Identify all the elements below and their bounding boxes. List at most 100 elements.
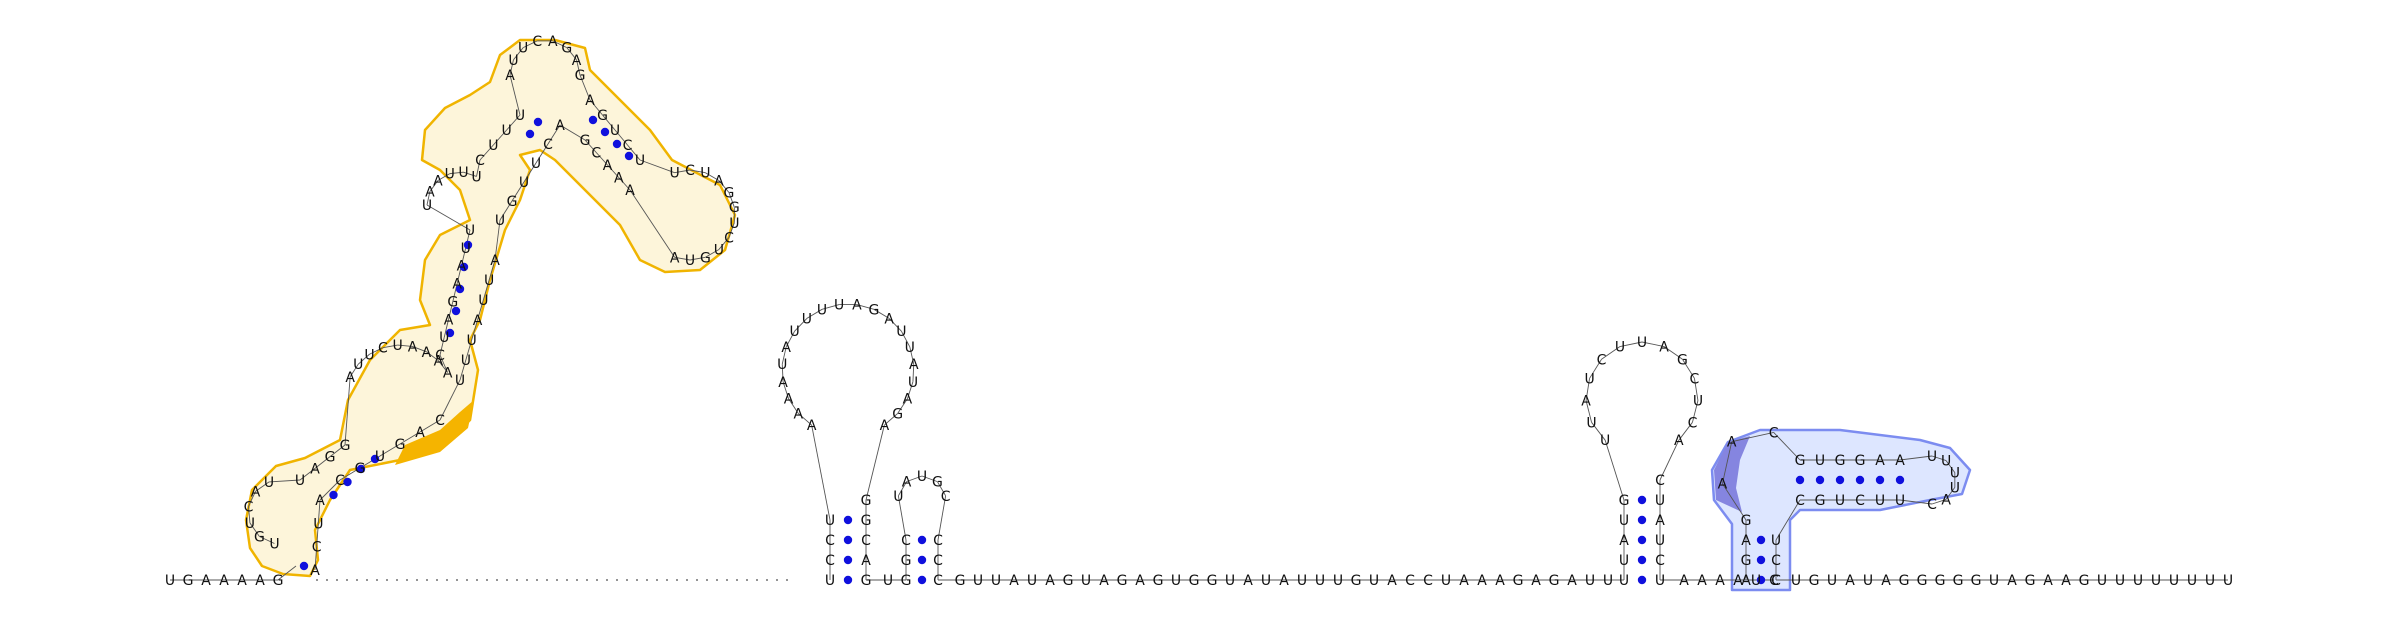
backbone-link: [479, 144, 494, 161]
nucleotide-left-structure: C: [623, 138, 633, 154]
nucleotide-left-structure: U: [729, 216, 739, 232]
nucleotide-baseline: G: [1953, 573, 1964, 589]
backbone-link: [794, 318, 808, 332]
nucleotide-hairpin1-loop: U: [905, 340, 915, 356]
backbone-link: [399, 431, 421, 445]
nucleotide-arm-loop: U: [1941, 454, 1951, 470]
backbone-link: [449, 171, 464, 175]
nucleotide-hairpin3-loop: C: [1597, 352, 1607, 368]
nucleotide-left-structure: A: [315, 493, 325, 509]
nucleotide-left-structure: A: [555, 118, 565, 134]
nucleotide-baseline: A: [1845, 573, 1855, 589]
nucleotide-baseline: A: [1567, 573, 1577, 589]
backbone-link: [576, 59, 581, 76]
nucleotide-prefix: G: [273, 573, 284, 589]
backbone-link: [1591, 422, 1606, 441]
backbone-link: [584, 139, 597, 153]
nucleotide-hairpin1-loop: A: [852, 298, 862, 314]
backbone-link: [509, 59, 514, 76]
nucleotide-arm: C: [1855, 493, 1865, 509]
backbone-link: [249, 522, 260, 537]
backbone-link: [1604, 440, 1625, 501]
backbone-link: [1693, 378, 1699, 401]
nucleotide-left-structure: G: [340, 438, 351, 454]
nucleotide-left-structure: U: [269, 537, 279, 553]
nucleotide-arm-loop: C: [1927, 497, 1937, 513]
nucleotide-left-structure: G: [597, 108, 608, 124]
nucleotide-hairpin2-stem: G: [901, 573, 912, 589]
base-pair-dot: [843, 575, 853, 585]
base-pair-dot: [445, 328, 455, 338]
dotted-gap: ........................: [530, 591, 576, 598]
backbone-link: [477, 299, 484, 321]
nucleotide-left-structure: A: [452, 277, 462, 293]
nucleotide-hairpin1-loop: U: [789, 324, 799, 340]
nucleotide-left-structure: C: [244, 499, 254, 515]
highlight-layer: [244, 38, 1972, 592]
nucleotide-junction-loop: A: [1727, 435, 1737, 451]
backbone-link: [349, 363, 359, 377]
backbone-link: [547, 124, 561, 145]
backbone-link: [419, 419, 441, 433]
nucleotide-hairpin1-loop: A: [884, 311, 894, 327]
base-pair-dot: [1637, 515, 1647, 525]
backbone-link: [1722, 483, 1747, 521]
base-pair-dot: [1855, 475, 1865, 485]
backbone-link: [1663, 346, 1683, 360]
backbone-link: [509, 74, 521, 116]
nucleotide-hairpin1-stem: A: [861, 553, 871, 569]
backbone-link: [1773, 432, 1801, 461]
nucleotide-hairpin3-loop: A: [1674, 433, 1684, 449]
backbone-link: [316, 523, 319, 547]
nucleotide-left-structure: A: [433, 173, 443, 189]
nucleotide-left-structure: U: [245, 516, 255, 532]
nucleotide-junction: C: [1771, 573, 1781, 589]
nucleotide-left-structure: G: [724, 186, 735, 202]
nucleotide-left-structure: U: [264, 475, 274, 491]
nucleotide-baseline: G: [1189, 573, 1200, 589]
backbone-link: [897, 398, 908, 414]
backbone-link: [785, 330, 796, 348]
nucleotide-left-structure: C: [685, 163, 695, 179]
backbone-link: [781, 364, 784, 382]
nucleotide-arm-loop: U: [1950, 480, 1960, 496]
backbone-link: [821, 304, 840, 310]
nucleotide-hairpin1-loop: A: [794, 406, 804, 422]
nucleotide-left-structure: U: [313, 516, 323, 532]
backbone-link: [494, 219, 501, 261]
backbone-link: [884, 413, 898, 426]
backbone-link: [1931, 498, 1947, 505]
nucleotide-junction: U: [1771, 533, 1781, 549]
backbone-link: [379, 443, 401, 457]
nucleotide-hairpin3-loop: U: [1600, 433, 1610, 449]
backbone-link: [492, 129, 508, 146]
nucleotide-arm-loop: U: [1950, 466, 1960, 482]
nucleotide-baseline: A: [1045, 573, 1055, 589]
nucleotide-arm: C: [1795, 493, 1805, 509]
backbone-link: [460, 247, 467, 266]
nucleotide-junction: C: [1771, 553, 1781, 569]
base-pair-dot: [1895, 475, 1905, 485]
nucleotide-hairpin1-stem: G: [861, 493, 872, 509]
backbone-link: [888, 318, 902, 332]
backbone-link: [614, 129, 628, 146]
base-pair-dot: [463, 240, 473, 250]
nucleotide-left-structure: A: [443, 366, 453, 382]
nucleotide-left-structure: U: [458, 165, 468, 181]
nucleotide-left-structure: U: [461, 241, 471, 257]
backbone-link: [314, 546, 318, 571]
backbone-link: [382, 344, 398, 349]
nucleotide-prefix: A: [255, 573, 265, 589]
base-pair-dot: [356, 464, 366, 474]
backbone-link: [559, 124, 586, 141]
backbone-link: [589, 99, 603, 116]
backbone-link: [705, 249, 720, 258]
nucleotide-baseline: A: [1697, 573, 1707, 589]
base-pair-dot: [1637, 575, 1647, 585]
highlight-region-orange: [244, 38, 737, 578]
nucleotide-hairpin1-loop: A: [807, 418, 817, 434]
nucleotide-hairpin1-loop: A: [778, 375, 788, 391]
nucleotide-left-structure: A: [603, 158, 613, 174]
nucleotide-baseline: A: [1135, 573, 1145, 589]
